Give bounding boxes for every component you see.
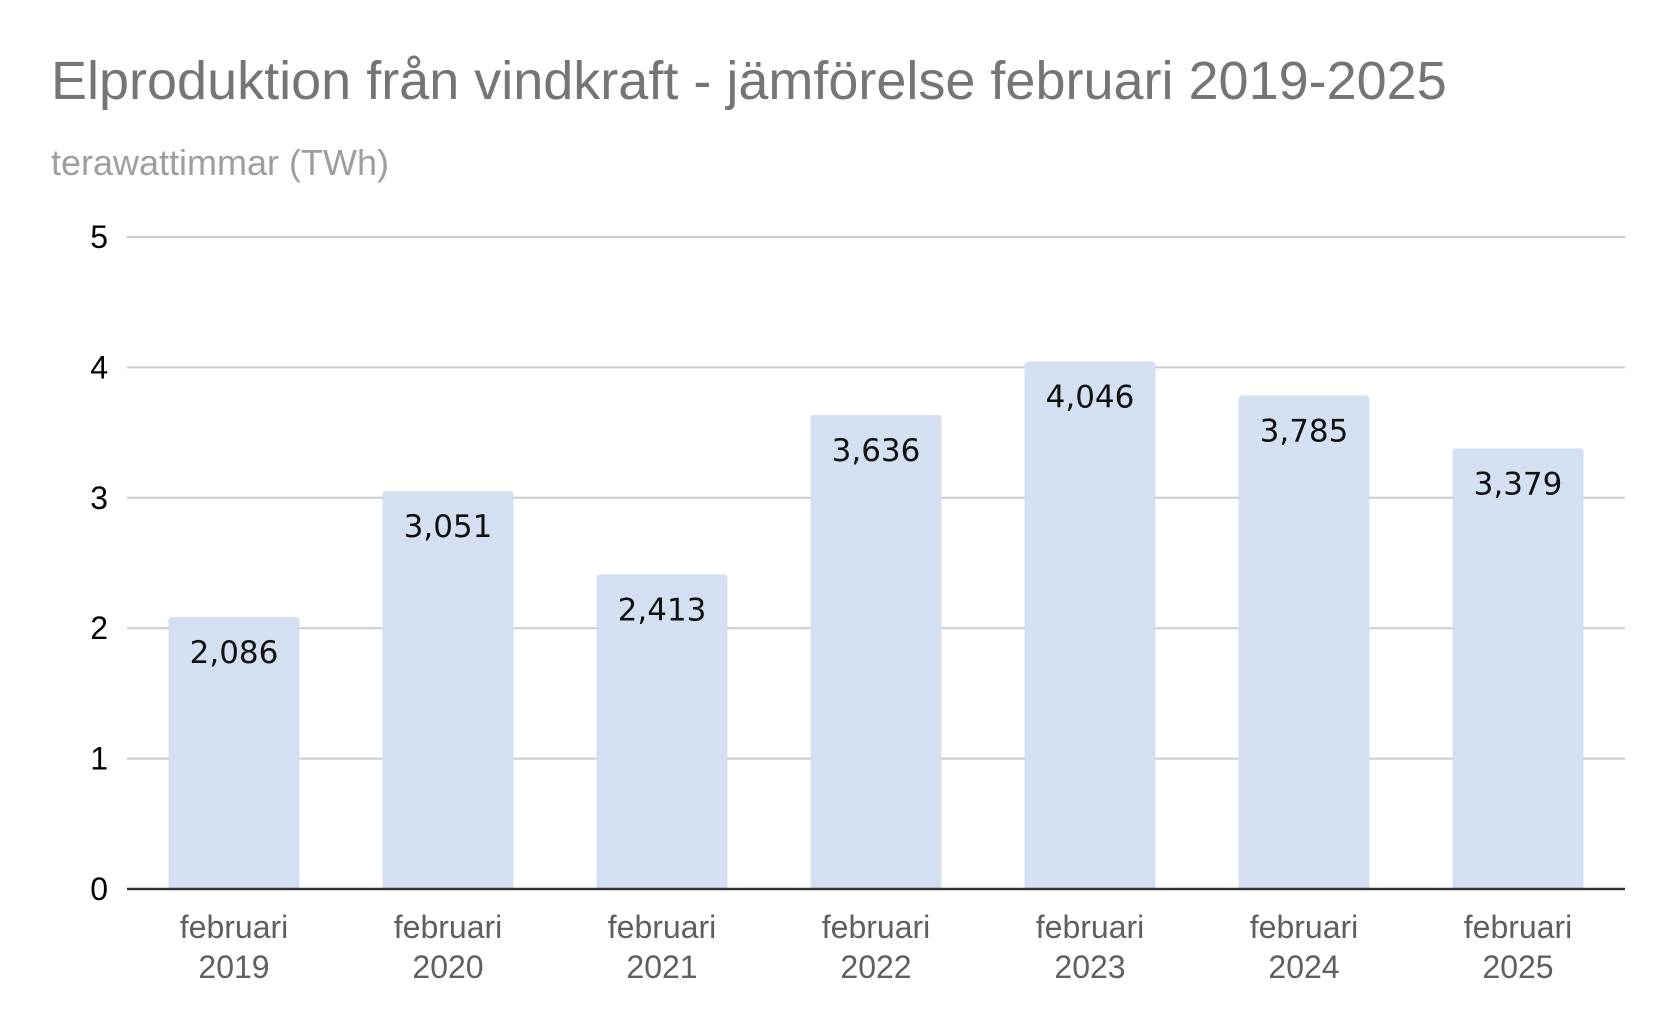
y-tick-label: 1 xyxy=(90,741,108,777)
y-tick-label: 4 xyxy=(90,349,108,385)
x-tick-label-line: 2025 xyxy=(1482,949,1553,985)
x-tick-label-line: 2023 xyxy=(1054,949,1125,985)
chart-title: Elproduktion från vindkraft - jämförelse… xyxy=(51,51,1447,111)
data-label: 3,636 xyxy=(832,433,921,469)
bar-2022 xyxy=(810,414,942,889)
bar-2020 xyxy=(382,491,514,889)
axes: 0 1 2 3 4 5 xyxy=(90,219,1625,907)
y-tick-label: 2 xyxy=(90,610,108,646)
data-label: 4,046 xyxy=(1046,379,1135,415)
x-tick-label: februari 2020 xyxy=(394,909,503,985)
data-label: 2,413 xyxy=(618,592,707,628)
x-tick-label-line: 2021 xyxy=(626,949,697,985)
chart-subtitle: terawattimmar (TWh) xyxy=(51,142,390,183)
x-tick-label: februari 2019 xyxy=(180,909,289,985)
x-tick-label-line: februari xyxy=(608,909,717,945)
bar-2023 xyxy=(1024,361,1156,889)
bar-2024 xyxy=(1238,395,1370,889)
x-tick-label-line: 2020 xyxy=(412,949,483,985)
bar-2025 xyxy=(1452,448,1584,889)
x-tick-label: februari 2024 xyxy=(1250,909,1359,985)
x-tick-label: februari 2025 xyxy=(1464,909,1573,985)
x-tick-label-line: februari xyxy=(394,909,503,945)
data-label: 3,051 xyxy=(404,509,493,545)
x-tick-label-line: februari xyxy=(822,909,931,945)
x-tick-label-line: februari xyxy=(1250,909,1359,945)
data-label: 2,086 xyxy=(190,635,279,671)
x-tick-label: februari 2022 xyxy=(822,909,931,985)
y-tick-label: 5 xyxy=(90,219,108,255)
x-tick-label-line: februari xyxy=(1036,909,1145,945)
x-tick-label-line: 2024 xyxy=(1268,949,1339,985)
data-label: 3,785 xyxy=(1260,413,1349,449)
bars xyxy=(168,361,1584,889)
bar-2019 xyxy=(168,616,300,889)
bar-2021 xyxy=(596,574,728,889)
x-tick-label: februari 2023 xyxy=(1036,909,1145,985)
x-tick-label-line: 2019 xyxy=(198,949,269,985)
x-tick-label: februari 2021 xyxy=(608,909,717,985)
labels: 2,086 februari 2019 3,051 februari 2020 2,413 f… xyxy=(180,379,1573,985)
y-tick-label: 3 xyxy=(90,480,108,516)
x-tick-label-line: 2022 xyxy=(840,949,911,985)
y-tick-label: 0 xyxy=(90,871,108,907)
x-tick-label-line: februari xyxy=(1464,909,1573,945)
data-label: 3,379 xyxy=(1474,466,1563,502)
x-tick-label-line: februari xyxy=(180,909,289,945)
